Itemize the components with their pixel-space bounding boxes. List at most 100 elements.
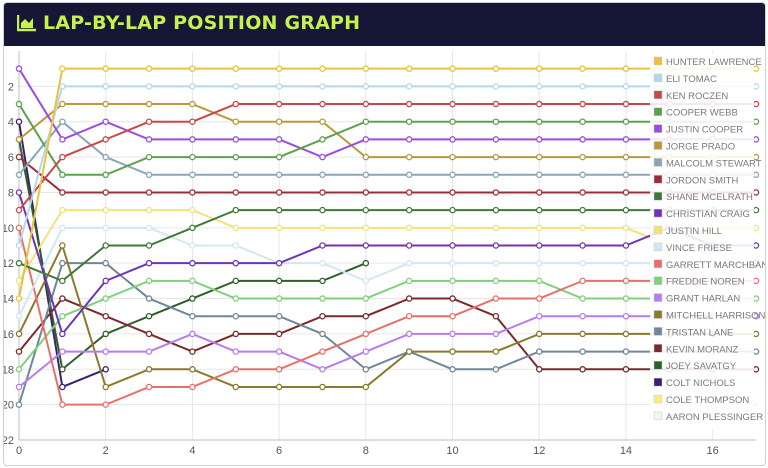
data-point bbox=[362, 153, 370, 161]
y-tick-label: 6 bbox=[8, 152, 14, 164]
data-point bbox=[449, 189, 456, 196]
data-point bbox=[232, 65, 240, 72]
data-point bbox=[319, 383, 326, 391]
data-point bbox=[275, 65, 283, 72]
data-point bbox=[752, 330, 760, 338]
data-point bbox=[145, 312, 153, 320]
data-point bbox=[535, 153, 543, 161]
data-point bbox=[232, 295, 240, 302]
data-point bbox=[15, 348, 23, 355]
data-point bbox=[449, 330, 456, 338]
data-point bbox=[59, 65, 66, 72]
series-line bbox=[18, 103, 756, 211]
series-justin-cooper bbox=[15, 65, 760, 161]
data-point bbox=[492, 330, 500, 338]
data-point bbox=[102, 383, 109, 391]
data-point bbox=[145, 277, 153, 285]
data-point bbox=[405, 277, 413, 285]
data-point bbox=[535, 206, 543, 214]
data-point bbox=[15, 224, 23, 232]
data-point bbox=[319, 348, 326, 355]
data-point bbox=[232, 153, 240, 161]
data-point bbox=[535, 259, 543, 267]
data-point bbox=[59, 259, 66, 267]
data-point bbox=[492, 136, 500, 143]
data-point bbox=[319, 153, 326, 161]
legend-item: VINCE FRIESE bbox=[653, 242, 732, 254]
data-point bbox=[319, 277, 326, 285]
data-point bbox=[102, 401, 109, 408]
data-point bbox=[102, 366, 109, 373]
data-point bbox=[362, 242, 370, 249]
series-line bbox=[18, 192, 756, 335]
data-point bbox=[59, 136, 66, 143]
data-point bbox=[189, 100, 196, 108]
data-point bbox=[232, 136, 240, 143]
data-point bbox=[275, 83, 283, 90]
data-point bbox=[15, 277, 23, 285]
data-point bbox=[102, 65, 109, 72]
chart-panel: LAP-BY-LAP POSITION GRAPH 2 4 6 8 10 12 14 16 18… bbox=[3, 2, 766, 466]
data-point bbox=[492, 153, 500, 161]
data-point bbox=[15, 65, 23, 72]
legend-item: KEN ROCZEN bbox=[653, 90, 728, 102]
legend-swatch bbox=[653, 394, 663, 404]
data-point bbox=[622, 118, 630, 125]
legend-swatch bbox=[653, 175, 663, 184]
position-chart: 2 4 6 8 10 12 14 16 18 20 220 2 4 6 8 10 12 14 16 HUNTER L… bbox=[4, 51, 765, 457]
data-point bbox=[319, 295, 326, 302]
data-point bbox=[579, 171, 586, 179]
legend-swatch bbox=[653, 360, 663, 370]
legend-swatch bbox=[653, 242, 663, 252]
data-point bbox=[492, 312, 500, 320]
data-point bbox=[319, 366, 326, 373]
data-point bbox=[622, 153, 630, 161]
data-point bbox=[102, 259, 109, 267]
legend-label: HUNTER LAWRENCE bbox=[666, 57, 762, 68]
legend-swatch bbox=[653, 344, 663, 353]
data-point bbox=[145, 206, 153, 214]
x-tick-label: 10 bbox=[446, 445, 458, 457]
data-point bbox=[319, 136, 326, 143]
data-point bbox=[492, 277, 500, 285]
data-point bbox=[579, 118, 586, 125]
data-point bbox=[232, 118, 240, 125]
legend-label: JORDON SMITH bbox=[666, 175, 738, 186]
data-point bbox=[405, 348, 413, 355]
legend-label: JUSTIN COOPER bbox=[666, 125, 743, 136]
series-ken-roczen bbox=[15, 100, 760, 214]
data-point bbox=[449, 118, 456, 125]
data-point bbox=[492, 242, 500, 249]
data-point bbox=[102, 348, 109, 355]
data-point bbox=[145, 242, 153, 249]
data-point bbox=[492, 295, 500, 302]
legend-label: TRISTAN LANE bbox=[666, 327, 733, 338]
data-point bbox=[492, 348, 500, 355]
data-point bbox=[449, 153, 456, 161]
legend-item: ELI TOMAC bbox=[653, 73, 717, 85]
data-point bbox=[752, 171, 760, 179]
data-point bbox=[275, 118, 283, 125]
legend-item: AARON PLESSINGER bbox=[653, 411, 763, 423]
data-point bbox=[59, 277, 66, 285]
data-point bbox=[15, 366, 23, 373]
data-point bbox=[622, 277, 630, 285]
data-point bbox=[189, 65, 196, 72]
data-point bbox=[189, 83, 196, 90]
series-line bbox=[18, 227, 756, 406]
legend-label: KEN ROCZEN bbox=[666, 91, 728, 102]
data-point bbox=[405, 242, 413, 249]
data-point bbox=[102, 171, 109, 179]
data-point bbox=[232, 330, 240, 338]
data-point bbox=[275, 312, 283, 320]
data-point bbox=[102, 206, 109, 214]
data-point bbox=[15, 383, 23, 391]
data-point bbox=[145, 259, 153, 267]
legend-item: TRISTAN LANE bbox=[653, 327, 733, 338]
data-point bbox=[319, 206, 326, 214]
data-point bbox=[535, 330, 543, 338]
data-point bbox=[319, 83, 326, 90]
data-point bbox=[535, 100, 543, 108]
legend-label: VINCE FRIESE bbox=[666, 243, 732, 254]
series-line bbox=[18, 297, 756, 371]
